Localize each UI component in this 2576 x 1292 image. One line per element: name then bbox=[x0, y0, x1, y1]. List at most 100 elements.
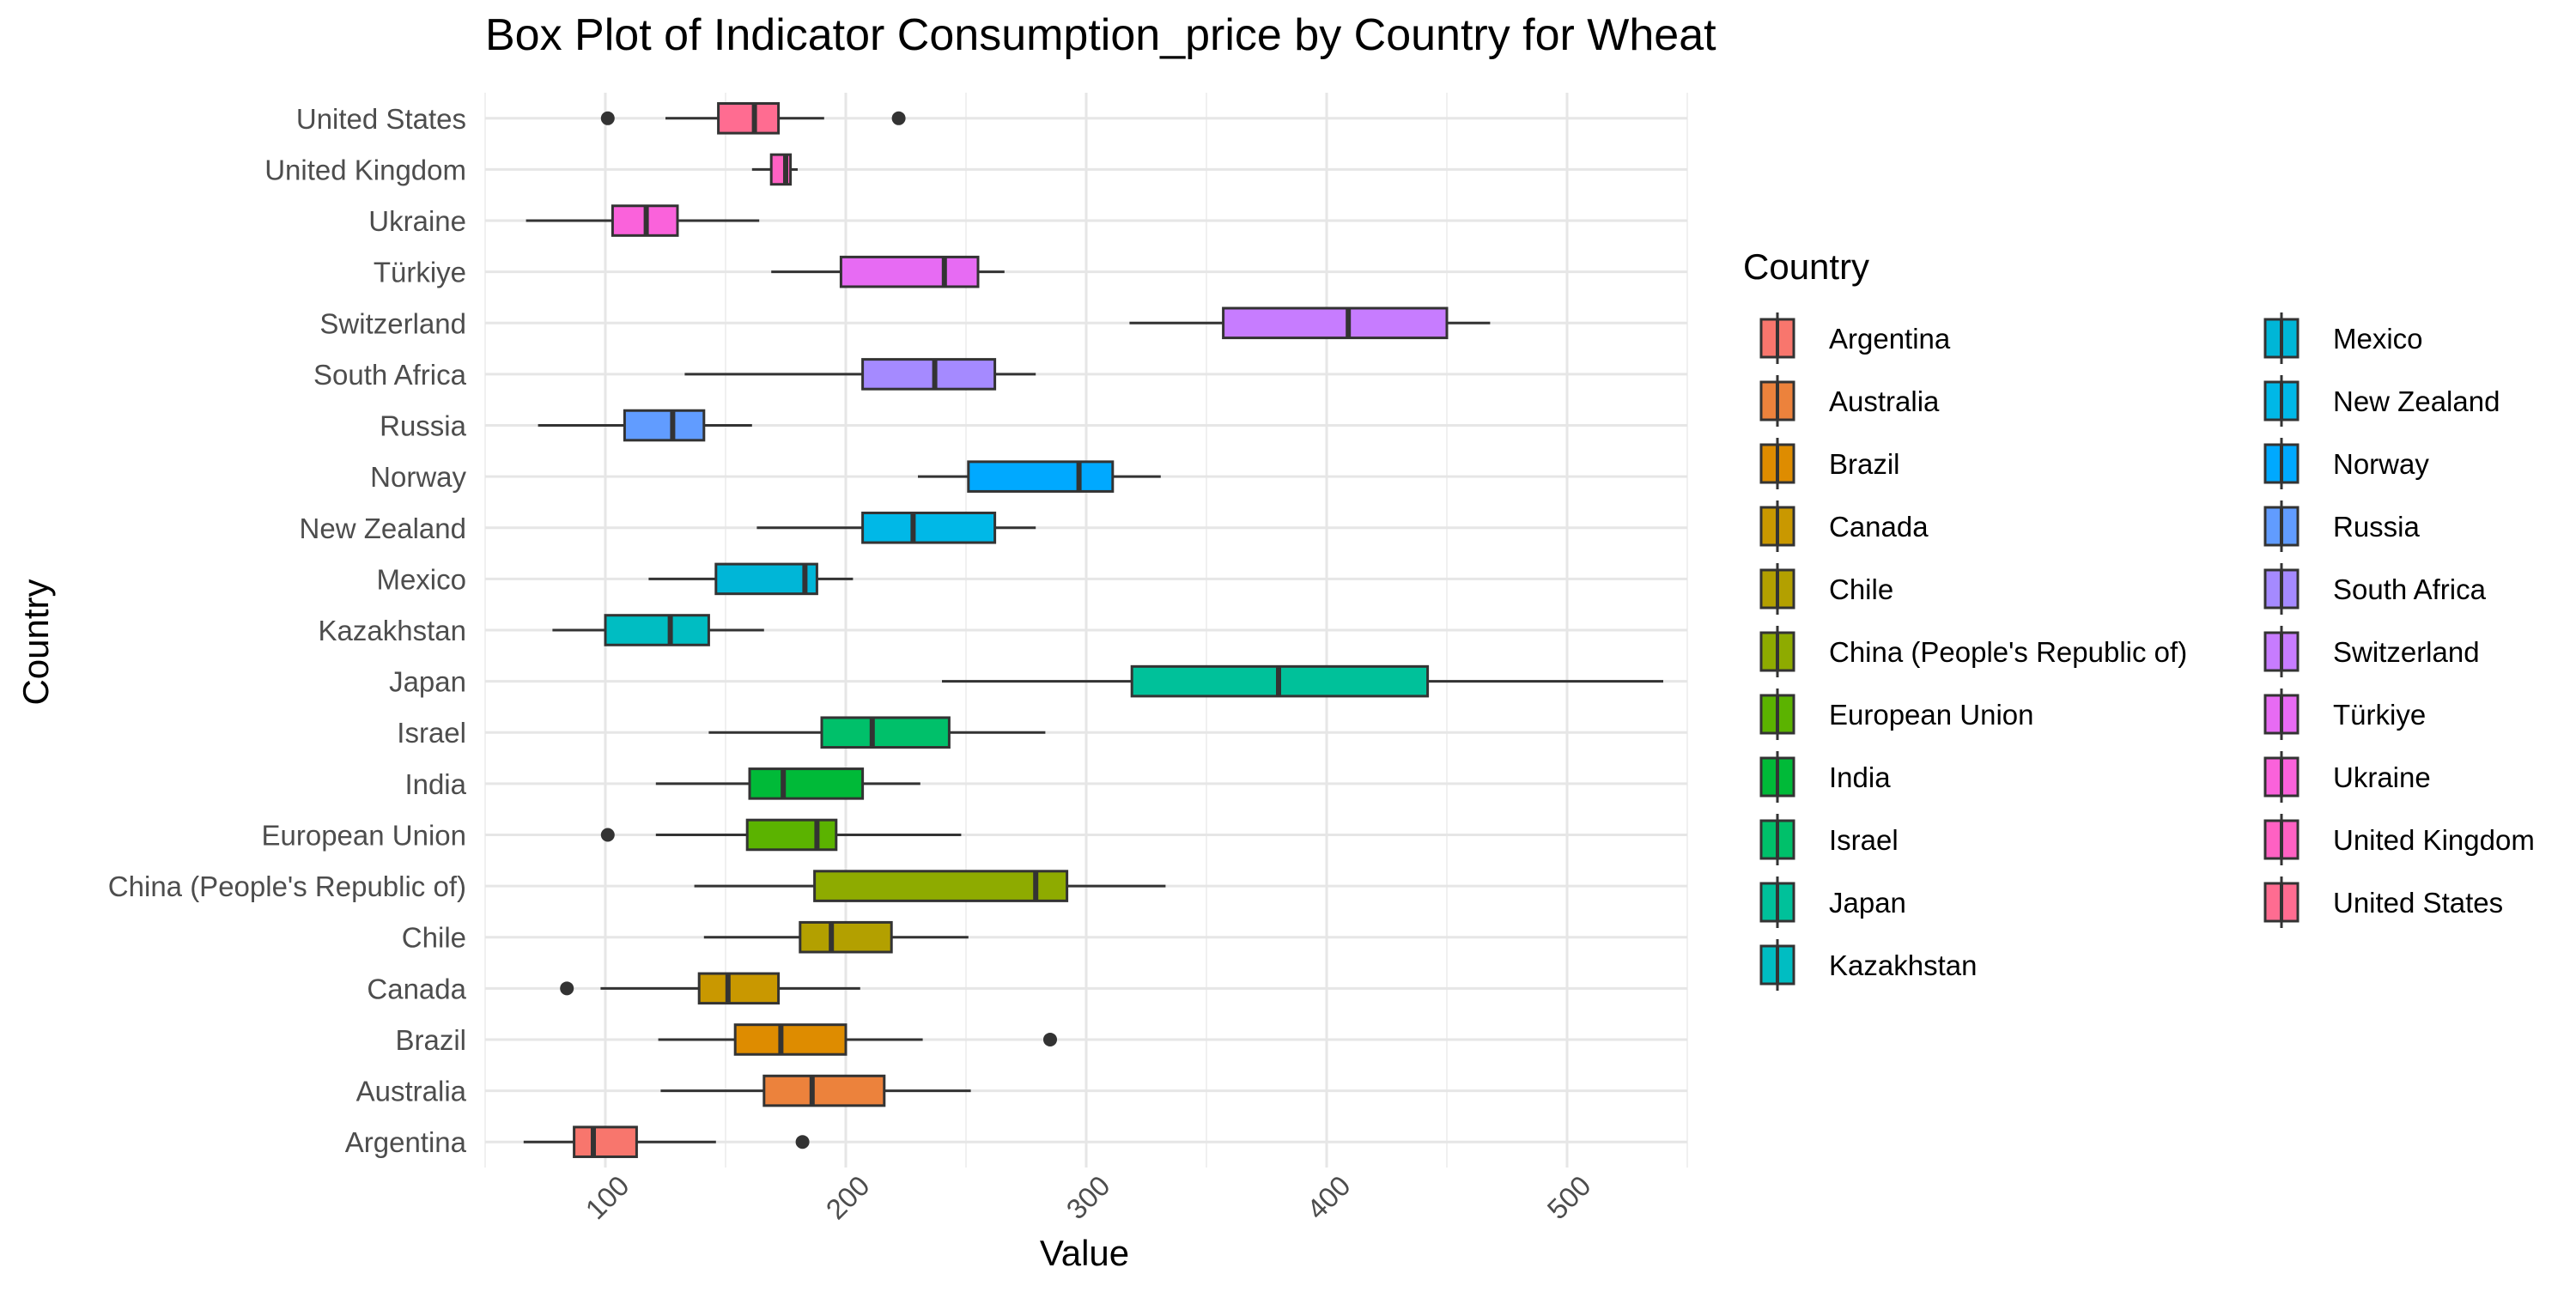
y-axis: Argentina Australia Brazil Canada Chile China… bbox=[108, 103, 467, 1158]
legend-item-canada: Canada bbox=[1759, 500, 1929, 552]
y-tick-label: Switzerland bbox=[319, 307, 466, 339]
box-iqr bbox=[745, 818, 838, 852]
box-australia bbox=[660, 1074, 971, 1107]
y-tick-label: Chile bbox=[402, 922, 466, 954]
box-iqr bbox=[813, 870, 1069, 902]
legend-label: European Union bbox=[1829, 699, 2034, 731]
legend-label: Switzerland bbox=[2333, 636, 2480, 668]
box-russia bbox=[538, 409, 752, 442]
box-united-states bbox=[600, 102, 906, 135]
box-south-africa bbox=[684, 358, 1036, 391]
box-iqr bbox=[967, 460, 1115, 493]
legend-item-kazakhstan: Kazakhstan bbox=[1759, 939, 1977, 991]
legend-label: Israel bbox=[1829, 824, 1899, 856]
legend-label: South Africa bbox=[2333, 573, 2487, 605]
legend-item-japan: Japan bbox=[1759, 876, 1906, 928]
legend-item-china-people-s-republic-of: China (People's Republic of) bbox=[1759, 626, 2187, 677]
legend-label: United Kingdom bbox=[2333, 824, 2535, 856]
legend-item-argentina: Argentina bbox=[1759, 312, 1951, 364]
y-tick-label: Australia bbox=[356, 1076, 467, 1107]
box-china-people-s-republic-of bbox=[694, 870, 1166, 902]
x-axis: 100 200 300 400 500 bbox=[580, 1169, 1597, 1225]
box-new-zealand bbox=[756, 511, 1036, 544]
legend-item-brazil: Brazil bbox=[1759, 438, 1900, 489]
box-canada bbox=[560, 972, 860, 1005]
y-tick-label: United Kingdom bbox=[264, 154, 466, 185]
box-iqr bbox=[717, 102, 781, 135]
legend-item-t-rkiye: Türkiye bbox=[2263, 688, 2426, 740]
legend-label: Norway bbox=[2333, 448, 2429, 480]
y-tick-label: South Africa bbox=[313, 359, 467, 391]
box-european-union bbox=[600, 818, 962, 852]
box-japan bbox=[942, 664, 1663, 698]
legend-item-russia: Russia bbox=[2263, 500, 2421, 552]
legend-item-united-states: United States bbox=[2263, 876, 2503, 928]
legend-label: Chile bbox=[1829, 573, 1893, 605]
y-tick-label: European Union bbox=[261, 819, 466, 851]
box-chile bbox=[703, 920, 969, 954]
box-india bbox=[655, 767, 920, 800]
box-iqr bbox=[861, 358, 997, 391]
legend-label: New Zealand bbox=[2333, 385, 2500, 417]
y-tick-label: Türkiye bbox=[374, 257, 466, 288]
legend-item-israel: Israel bbox=[1759, 814, 1899, 865]
box-ukraine bbox=[526, 204, 760, 237]
legend-label: Mexico bbox=[2333, 323, 2423, 355]
y-tick-label: Japan bbox=[389, 666, 466, 698]
y-tick-label: Israel bbox=[397, 717, 466, 749]
legend-item-india: India bbox=[1759, 751, 1891, 803]
box-iqr bbox=[748, 767, 865, 800]
box-iqr bbox=[623, 409, 706, 442]
chart-title: Box Plot of Indicator Consumption_price … bbox=[485, 10, 1716, 60]
y-tick-label: Mexico bbox=[376, 563, 466, 595]
box-iqr bbox=[714, 562, 818, 596]
legend-items: Argentina Australia Brazil Canada Chile China… bbox=[1759, 312, 2535, 991]
legend-item-chile: Chile bbox=[1759, 563, 1893, 615]
box-argentina bbox=[523, 1125, 810, 1158]
box-united-kingdom bbox=[751, 153, 798, 186]
legend-item-south-africa: South Africa bbox=[2263, 563, 2487, 615]
box-iqr bbox=[573, 1125, 638, 1158]
legend-label: Ukraine bbox=[2333, 761, 2431, 793]
outlier-point bbox=[1043, 1032, 1057, 1046]
outlier-point bbox=[600, 828, 615, 842]
x-axis-label: Value bbox=[1040, 1233, 1129, 1273]
legend-item-ukraine: Ukraine bbox=[2263, 751, 2431, 803]
y-tick-label: Norway bbox=[370, 461, 466, 493]
x-tick-label: 500 bbox=[1541, 1169, 1597, 1225]
box-brazil bbox=[658, 1023, 1057, 1056]
y-tick-label: Brazil bbox=[395, 1024, 466, 1056]
box-iqr bbox=[733, 1023, 848, 1056]
box-switzerland bbox=[1129, 306, 1491, 340]
outlier-point bbox=[795, 1135, 810, 1149]
outlier-point bbox=[600, 111, 615, 125]
box-iqr bbox=[799, 920, 893, 954]
legend-label: Russia bbox=[2333, 511, 2421, 543]
box-t-rkiye bbox=[771, 255, 1005, 288]
x-tick-label: 200 bbox=[820, 1169, 876, 1225]
box-iqr bbox=[861, 511, 997, 544]
legend-label: Australia bbox=[1829, 385, 1940, 417]
x-tick-label: 100 bbox=[580, 1169, 635, 1225]
y-tick-label: Ukraine bbox=[368, 205, 466, 237]
box-kazakhstan bbox=[552, 614, 764, 646]
legend-label: Brazil bbox=[1829, 448, 1900, 480]
legend-item-switzerland: Switzerland bbox=[2263, 626, 2480, 677]
x-tick-label: 300 bbox=[1060, 1169, 1116, 1225]
legend-label: Argentina bbox=[1829, 323, 1951, 355]
legend-label: Türkiye bbox=[2333, 699, 2426, 731]
y-axis-label: Country bbox=[15, 579, 56, 705]
box-iqr bbox=[820, 716, 951, 749]
box-mexico bbox=[648, 562, 854, 596]
legend-label: India bbox=[1829, 761, 1891, 793]
legend-label: United States bbox=[2333, 887, 2503, 919]
box-iqr bbox=[697, 972, 781, 1005]
box-iqr bbox=[1222, 306, 1449, 340]
legend-item-united-kingdom: United Kingdom bbox=[2263, 814, 2535, 865]
legend-item-european-union: European Union bbox=[1759, 688, 2034, 740]
y-tick-label: Canada bbox=[367, 973, 466, 1004]
legend-item-new-zealand: New Zealand bbox=[2263, 375, 2500, 427]
y-tick-label: China (People's Republic of) bbox=[108, 870, 466, 902]
